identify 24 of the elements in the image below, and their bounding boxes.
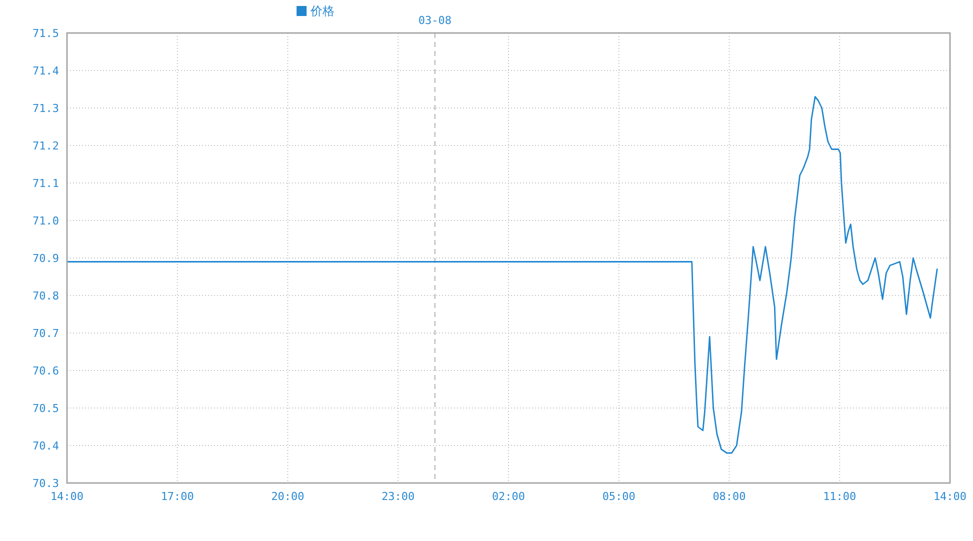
y-tick-label: 70.7 [32,326,59,340]
y-tick-label: 71.3 [32,102,59,115]
x-tick-label: 14:00 [933,490,967,503]
x-tick-label: 02:00 [492,490,526,503]
x-tick-label: 08:00 [712,490,746,503]
y-tick-label: 70.5 [32,402,59,415]
y-tick-label: 70.8 [32,289,59,302]
legend-label: 价格 [310,4,335,18]
x-tick-label: 11:00 [823,490,856,503]
y-tick-label: 71.2 [32,139,59,152]
y-tick-label: 70.4 [32,439,60,452]
x-tick-label: 14:00 [50,490,84,503]
y-tick-label: 70.6 [32,364,59,378]
y-tick-label: 71.5 [32,26,59,40]
y-tick-label: 71.4 [32,64,60,78]
x-tick-label: 23:00 [382,490,415,503]
x-tick-label: 05:00 [602,490,636,503]
x-tick-label: 17:00 [160,490,194,503]
y-tick-label: 71.0 [32,214,59,228]
y-tick-label: 70.9 [32,252,59,265]
ref-line-label: 03-08 [418,14,452,27]
y-tick-label: 71.1 [32,176,59,190]
x-tick-label: 20:00 [271,490,304,503]
y-tick-label: 70.3 [32,476,59,490]
